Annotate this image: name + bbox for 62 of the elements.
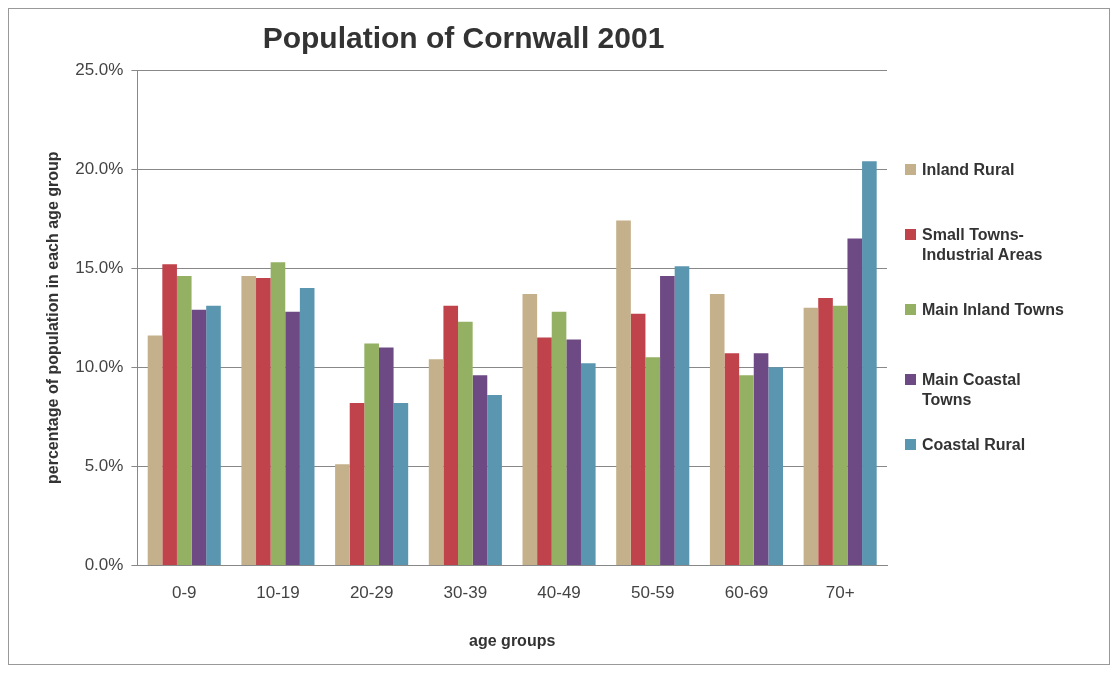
bar [428, 359, 444, 565]
legend-label: Small Towns-Industrial Areas [922, 225, 1044, 265]
x-tick-label: 30-39 [443, 583, 488, 603]
x-tick-label: 60-69 [724, 583, 769, 603]
bar [832, 305, 848, 565]
bar [660, 276, 675, 565]
legend-label: Coastal Rural [922, 435, 1026, 455]
bar [335, 464, 350, 565]
legend-label: Inland Rural [922, 160, 1015, 180]
bar [566, 339, 581, 565]
bar [753, 353, 769, 565]
bar [616, 220, 631, 565]
bar [349, 402, 365, 565]
y-tick-label: 5.0% [84, 456, 124, 476]
x-tick-label: 50-59 [631, 583, 675, 603]
bar [580, 363, 596, 565]
bar [709, 293, 725, 565]
bar [551, 311, 567, 565]
y-tick-label: 10.0% [75, 356, 124, 376]
bar [393, 402, 409, 565]
bar [285, 311, 300, 565]
bar [162, 264, 177, 565]
bar [241, 276, 257, 565]
bar [487, 394, 502, 565]
bar [645, 357, 661, 565]
bar [472, 375, 488, 565]
bar [630, 313, 646, 565]
x-tick-label: 70+ [825, 583, 855, 603]
bar [299, 287, 315, 565]
bar [862, 161, 877, 565]
y-tick-label: 15.0% [75, 257, 124, 277]
bar [206, 305, 221, 565]
bar [724, 353, 740, 565]
chart-title: Population of Cornwall 2001 [262, 21, 665, 55]
bar [378, 347, 394, 565]
y-tick-label: 25.0% [75, 59, 124, 79]
x-tick-label: 0-9 [171, 583, 197, 603]
x-axis-title: age groups [469, 631, 556, 649]
bar [768, 367, 783, 565]
bar [256, 278, 271, 565]
bar [176, 276, 192, 565]
y-tick-label: 20.0% [75, 158, 124, 178]
y-tick-label: 0.0% [84, 555, 124, 575]
bar [537, 337, 552, 565]
bar [191, 309, 207, 565]
bar [803, 307, 819, 565]
y-axis-title: percentage of population in each age group [44, 151, 62, 484]
legend-label: Main Coastal Towns [922, 370, 1022, 410]
bar [818, 297, 833, 565]
x-tick-label: 20-29 [349, 583, 394, 603]
bar [847, 238, 863, 565]
bar [458, 321, 473, 565]
bar [364, 343, 379, 565]
x-tick-label: 40-49 [537, 583, 581, 603]
bar [739, 375, 754, 565]
bar [674, 266, 690, 565]
x-tick-label: 10-19 [256, 583, 300, 603]
bar [522, 293, 538, 565]
legend-label: Main Inland Towns [922, 300, 1064, 320]
bar [270, 262, 286, 565]
bar [443, 305, 459, 565]
bar [147, 335, 163, 565]
